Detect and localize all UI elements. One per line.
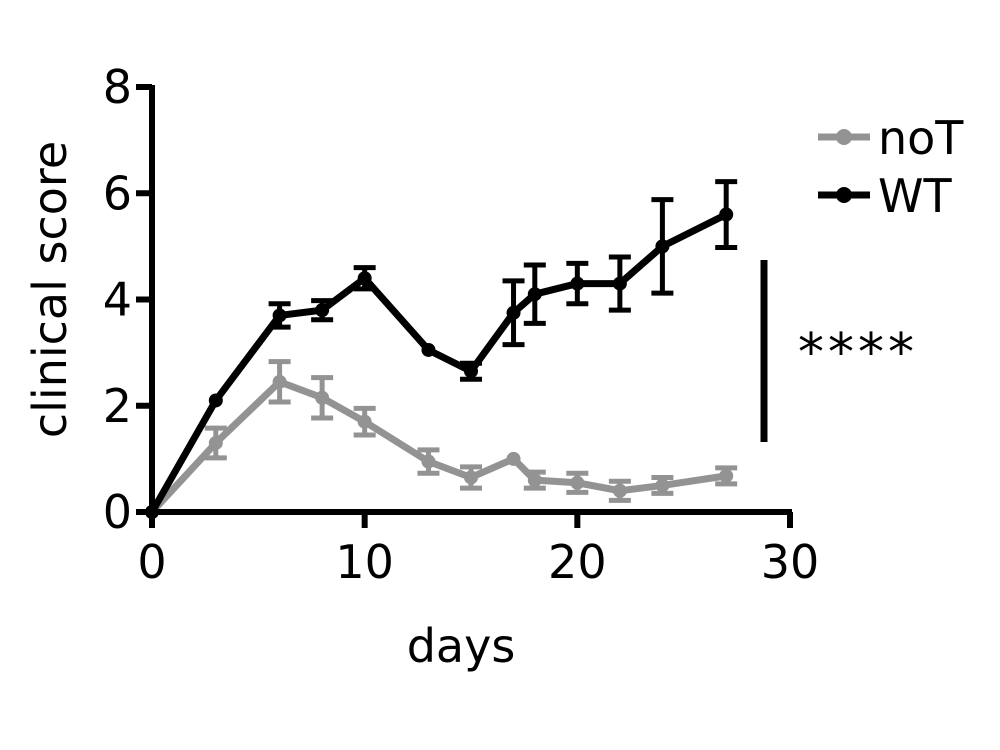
y-tick-label-6: 6 [103,166,132,220]
y-tick-label-2: 2 [103,379,132,433]
plot-area [145,179,738,519]
data-point-WT-7 [506,305,521,320]
x-tick-label-30: 30 [761,535,820,589]
significance-label: **** [798,323,918,383]
y-tick-label-8: 8 [103,60,132,114]
y-tick-label-0: 0 [103,485,132,539]
x-tick-label-0: 0 [137,535,166,589]
data-point-noT-1 [208,435,223,450]
legend-label-noT: noT [878,111,964,165]
data-point-noT-8 [527,473,542,488]
series-WT [145,179,738,519]
legend-marker-noT [836,129,852,145]
x-tick-label-20: 20 [548,535,607,589]
data-point-WT-2 [272,308,287,323]
data-point-WT-9 [570,276,585,291]
data-point-WT-3 [315,303,330,318]
data-point-WT-4 [357,271,372,286]
legend-label-WT: WT [878,169,952,223]
data-point-WT-5 [421,342,436,357]
y-axis-title: clinical score [23,141,77,438]
data-point-noT-11 [655,478,670,493]
data-point-WT-12 [719,207,734,222]
data-point-noT-3 [315,390,330,405]
x-ticks: 0 10 20 30 [137,512,819,589]
data-point-noT-6 [464,470,478,485]
data-point-noT-9 [570,475,585,490]
data-point-WT-1 [208,393,223,408]
legend-marker-WT [836,187,852,203]
x-axis-title: days [407,619,516,673]
y-tick-label-4: 4 [103,273,132,327]
data-point-WT-11 [655,239,670,254]
series-noT [145,359,738,519]
series-line-noT [149,378,727,515]
data-point-noT-5 [421,454,436,469]
legend-item-WT: WT [818,169,952,223]
data-point-noT-7 [506,451,521,466]
y-ticks: 0 2 4 6 8 [103,60,152,539]
data-point-noT-4 [357,414,372,429]
data-point-noT-2 [272,374,287,389]
legend-item-noT: noT [818,111,964,165]
x-tick-label-10: 10 [335,535,394,589]
data-point-WT-10 [612,276,627,291]
data-point-noT-12 [719,468,734,483]
data-point-WT-6 [464,364,478,379]
data-point-noT-10 [612,483,627,498]
data-point-WT-8 [527,287,542,302]
legend: noT WT [818,111,964,223]
